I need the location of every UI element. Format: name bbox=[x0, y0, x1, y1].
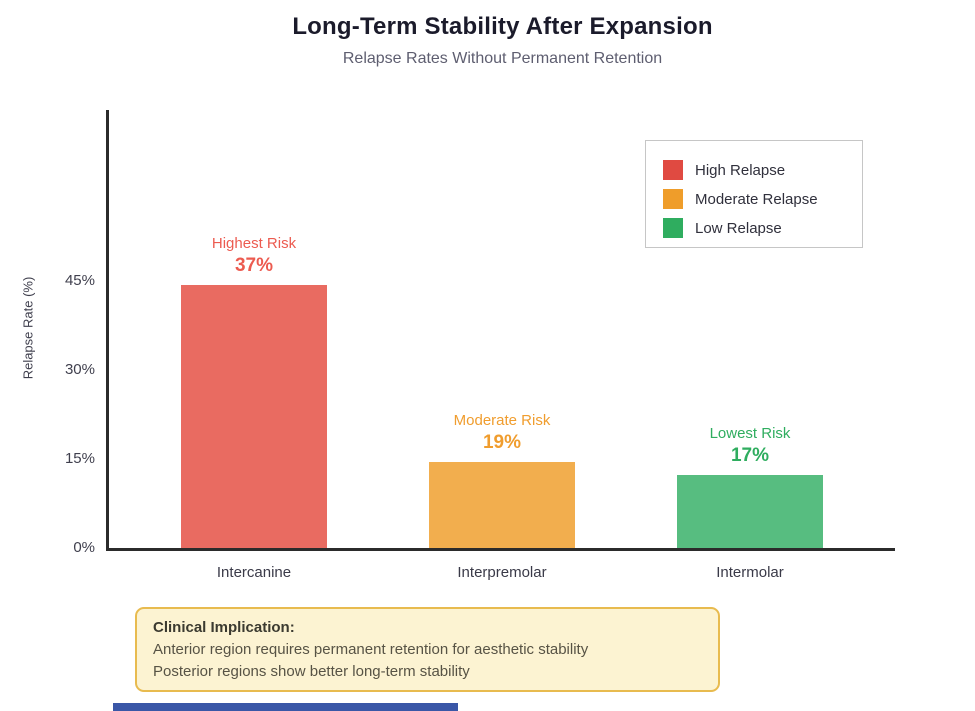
y-tick-label-30: 30% bbox=[64, 361, 95, 378]
y-tick-label-45: 45% bbox=[64, 272, 95, 289]
legend-swatch-green bbox=[663, 218, 683, 238]
y-tick-label-15: 15% bbox=[64, 450, 95, 467]
page-subtitle: Relapse Rates Without Permanent Retentio… bbox=[342, 50, 663, 67]
bar-intercanine bbox=[181, 285, 327, 548]
note-title: Clinical Implication: bbox=[153, 619, 295, 636]
legend-label: High Relapse bbox=[695, 161, 786, 179]
legend: High Relapse Moderate Relapse Low Relaps… bbox=[645, 140, 863, 248]
y-tick-label-0: 0% bbox=[73, 539, 95, 556]
bar-annotation: Lowest Risk 17% bbox=[637, 423, 863, 467]
legend-item-high-relapse: High Relapse bbox=[663, 160, 862, 180]
x-category-label: Intercanine bbox=[216, 564, 292, 581]
bar-interpremolar bbox=[429, 462, 575, 548]
note-line: Anterior region requires permanent reten… bbox=[153, 641, 589, 658]
x-axis-line bbox=[106, 548, 895, 551]
note-line: Posterior regions show better long-term … bbox=[153, 663, 470, 680]
bar-annotation: Moderate Risk 19% bbox=[389, 410, 615, 454]
bar-risk-label: Highest Risk bbox=[211, 235, 297, 252]
bar-annotation: Highest Risk 37% bbox=[141, 233, 367, 277]
legend-label: Moderate Relapse bbox=[695, 190, 818, 208]
clinical-implication-note: Clinical Implication: Anterior region re… bbox=[135, 607, 720, 692]
bar-risk-label: Lowest Risk bbox=[709, 425, 791, 442]
legend-swatch-orange bbox=[663, 189, 683, 209]
x-category-label: Interpremolar bbox=[457, 564, 547, 581]
legend-item-low-relapse: Low Relapse bbox=[663, 218, 862, 238]
bar-value-label: 37% bbox=[234, 255, 274, 276]
y-axis-line bbox=[106, 110, 109, 551]
bar-intermolar bbox=[677, 475, 823, 548]
x-category-label: Intermolar bbox=[716, 564, 784, 581]
legend-item-moderate-relapse: Moderate Relapse bbox=[663, 189, 862, 209]
bar-value-label: 19% bbox=[482, 432, 522, 453]
page-title: Long-Term Stability After Expansion bbox=[292, 13, 713, 40]
bar-risk-label: Moderate Risk bbox=[453, 412, 551, 429]
footer-accent-bar bbox=[113, 703, 458, 711]
legend-swatch-red bbox=[663, 160, 683, 180]
bar-value-label: 17% bbox=[730, 445, 770, 466]
legend-label: Low Relapse bbox=[695, 219, 782, 237]
